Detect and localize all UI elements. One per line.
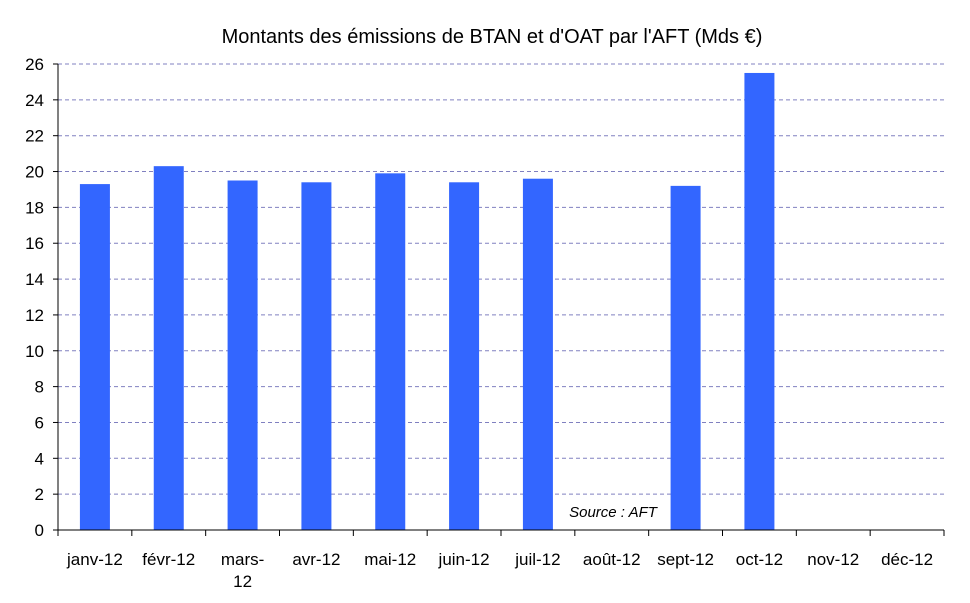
y-tick-label: 4 [35, 449, 44, 468]
source-annotation: Source : AFT [569, 504, 659, 521]
bar-mars-12 [227, 180, 258, 530]
x-tick-label: sept-12 [657, 550, 714, 569]
x-tick-labels: janv-12 févr-12 mars- 12 avr-12 mai-12 juin-12… [57, 530, 945, 591]
x-tick-label: janv-12 [66, 550, 123, 569]
x-tick-label: déc-12 [881, 550, 933, 569]
bar-févr-12 [153, 166, 184, 530]
axes [57, 64, 944, 531]
y-tick-label: 24 [25, 91, 44, 110]
y-tick-label: 26 [25, 55, 44, 74]
x-tick-label: oct-12 [736, 550, 783, 569]
bar-sept-12 [670, 185, 701, 530]
y-tick-label: 18 [25, 198, 44, 217]
x-tick-label: juil-12 [514, 550, 560, 569]
y-tick-label: 6 [35, 413, 44, 432]
x-tick-label: juin-12 [438, 550, 490, 569]
gridlines [58, 63, 944, 495]
y-tick-label: 22 [25, 127, 44, 146]
y-tick-label: 16 [25, 234, 44, 253]
bar-avr-12 [301, 182, 332, 531]
y-tick-label: 2 [35, 485, 44, 504]
y-tick-label: 12 [25, 306, 44, 325]
bar-mai-12 [375, 173, 406, 531]
y-tick-label: 14 [25, 270, 44, 289]
x-tick-label: mai-12 [364, 550, 416, 569]
x-tick-label: nov-12 [807, 550, 859, 569]
bar-juin-12 [449, 182, 480, 531]
x-tick-label: févr-12 [142, 550, 195, 569]
x-tick-label: août-12 [583, 550, 641, 569]
bar-juil-12 [522, 178, 553, 530]
bar-janv-12 [79, 184, 110, 531]
x-tick-label: mars- 12 [221, 550, 264, 591]
y-tick-label: 10 [25, 342, 44, 361]
x-tick-label-line: mars- [221, 550, 264, 569]
x-tick-label-line: 12 [233, 572, 252, 591]
x-tick-label: avr-12 [292, 550, 340, 569]
bars [79, 72, 775, 531]
chart-title: Montants des émissions de BTAN et d'OAT … [222, 26, 763, 48]
y-tick-label: 20 [25, 163, 44, 182]
y-tick-label: 8 [35, 378, 44, 397]
bar-oct-12 [744, 72, 775, 530]
y-tick-label: 0 [35, 521, 44, 540]
